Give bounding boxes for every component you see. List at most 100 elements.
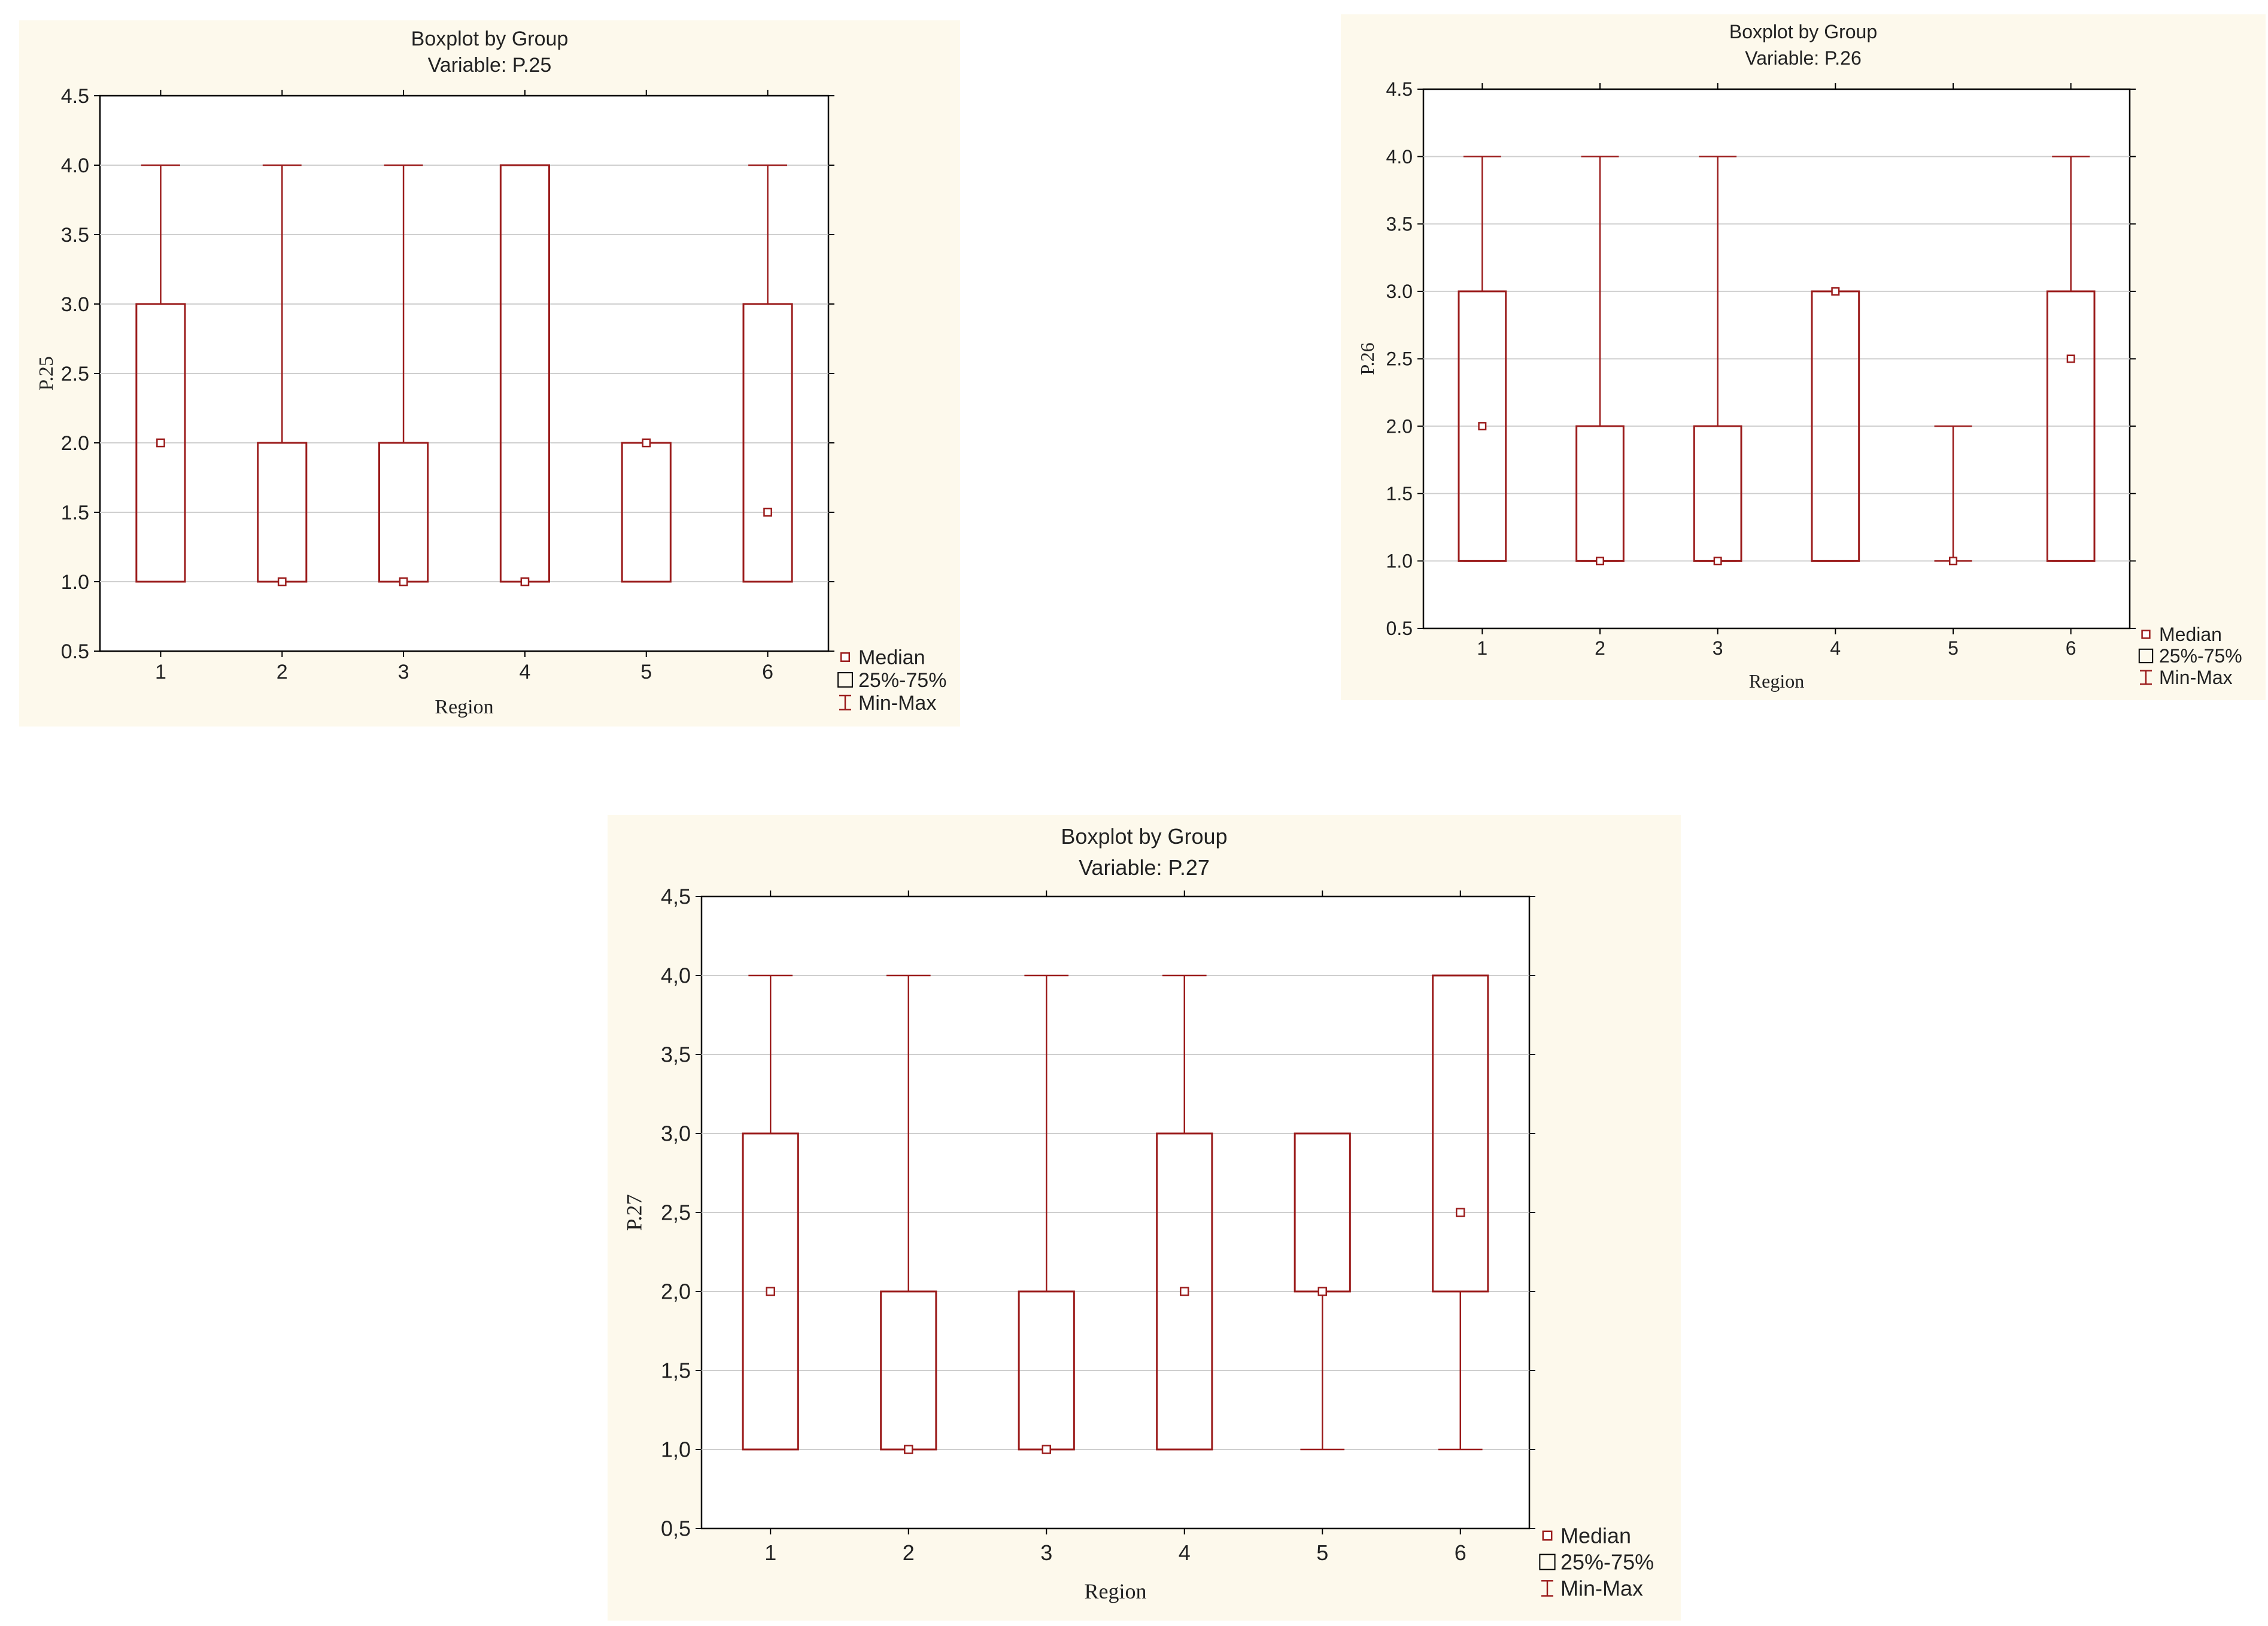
legend-box-symbol <box>2138 648 2154 664</box>
chart-subtitle: Variable: P.26 <box>1745 47 1862 69</box>
median-marker <box>1713 557 1722 566</box>
y-tick-label: 3.0 <box>1386 281 1413 302</box>
box-group-region-2 <box>257 164 308 586</box>
chart-title: Boxplot by Group <box>411 28 569 50</box>
iqr-box <box>742 1132 799 1451</box>
boxplot-panel-p25: Boxplot by Group Variable: P.25 0.5 1.0 1.5 2… <box>19 20 960 727</box>
y-tick-label: 1.0 <box>1386 551 1413 572</box>
box-group-region-3 <box>1693 156 1742 566</box>
median-marker <box>1317 1287 1327 1296</box>
legend-box-label: 25%-75% <box>1560 1550 1654 1575</box>
y-tick-label: 2,0 <box>661 1279 691 1304</box>
y-axis-label: P.27 <box>623 1194 646 1230</box>
median-marker <box>904 1445 913 1454</box>
box-group-region-1 <box>1458 156 1507 562</box>
legend-median-symbol <box>840 652 851 662</box>
boxplot-chart-p26: Boxplot by Group Variable: P.26 0.5 1.0 1.5 2… <box>1356 21 2242 692</box>
x-tick-label: 5 <box>1316 1540 1328 1565</box>
x-tick-label: 5 <box>1948 637 1959 659</box>
box-group-region-6 <box>2046 156 2096 562</box>
iqr-box <box>742 303 793 583</box>
median-marker <box>766 1287 775 1296</box>
box-group-region-6 <box>742 164 793 583</box>
x-tick-label: 3 <box>1713 637 1723 659</box>
x-tick-label: 3 <box>398 661 409 683</box>
y-tick-label: 3.5 <box>61 224 89 247</box>
x-tick-label: 6 <box>2066 637 2076 659</box>
y-tick-label: 2.0 <box>1386 415 1413 437</box>
boxplot-chart-p25: Boxplot by Group Variable: P.25 0.5 1.0 1.5 2… <box>35 28 947 718</box>
boxplot-panel-p27: Boxplot by Group Variable: P.27 0,5 1,0 1,5 2… <box>608 815 1681 1621</box>
y-axis-label: P.26 <box>1356 342 1378 375</box>
x-tick-label: 6 <box>1455 1540 1467 1565</box>
box-group-region-1 <box>135 164 186 583</box>
x-tick-label: 1 <box>1477 637 1487 659</box>
y-tick-label: 2.5 <box>61 363 89 385</box>
x-axis-label: Region <box>1085 1579 1147 1603</box>
y-tick-label: 4.0 <box>1386 146 1413 168</box>
y-tick-label: 4,0 <box>661 964 691 988</box>
box-group-region-2 <box>1575 156 1625 566</box>
median-marker <box>520 577 530 586</box>
x-tick-label: 4 <box>1830 637 1841 659</box>
x-tick-label: 5 <box>640 661 652 683</box>
y-axis-label: P.25 <box>35 356 57 391</box>
box-group-region-5 <box>621 438 672 583</box>
iqr-box <box>1458 290 1507 562</box>
iqr-box <box>1156 1132 1213 1451</box>
box-group-region-6 <box>1432 974 1489 1451</box>
y-tick-label: 3.5 <box>1386 213 1413 235</box>
box-group-region-4 <box>1811 287 1860 562</box>
median-marker <box>1831 287 1840 296</box>
legend-box-symbol <box>837 672 853 688</box>
median-marker <box>2066 354 2075 363</box>
median-marker <box>1180 1287 1189 1296</box>
box-group-region-5 <box>1294 1132 1351 1451</box>
x-tick-label: 6 <box>762 661 773 683</box>
legend-median-symbol <box>2141 630 2151 639</box>
x-axis-label: Region <box>1749 670 1804 692</box>
y-tick-label: 1.5 <box>61 502 89 524</box>
median-marker <box>642 438 651 448</box>
x-tick-label: 3 <box>1040 1540 1052 1565</box>
x-tick-label: 4 <box>519 661 530 683</box>
box-group-region-3 <box>1018 974 1075 1454</box>
chart-subtitle: Variable: P.25 <box>428 54 552 77</box>
median-marker <box>399 577 408 586</box>
legend-box-symbol <box>1539 1554 1556 1570</box>
y-tick-label: 4.5 <box>61 85 89 108</box>
chart-title: Boxplot by Group <box>1061 824 1227 849</box>
legend-median-symbol <box>1542 1530 1553 1541</box>
y-tick-label: 1,0 <box>661 1437 691 1462</box>
legend-median-label: Median <box>1560 1524 1631 1548</box>
y-tick-label: 2.0 <box>61 432 89 455</box>
legend-box-label: 25%-75% <box>858 669 946 692</box>
x-tick-label: 1 <box>764 1540 776 1565</box>
y-tick-label: 1,5 <box>661 1358 691 1383</box>
box-group-region-5 <box>1934 425 1972 566</box>
chart-title: Boxplot by Group <box>1729 21 1877 42</box>
y-tick-label: 1.0 <box>61 571 89 594</box>
boxplot-chart-p27: Boxplot by Group Variable: P.27 0,5 1,0 1,5 2… <box>623 824 1654 1603</box>
x-axis-label: Region <box>435 696 493 718</box>
x-tick-label: 2 <box>1595 637 1605 659</box>
iqr-box <box>135 303 186 583</box>
median-marker <box>1948 557 1958 566</box>
y-tick-label: 4.5 <box>1386 78 1413 100</box>
chart-subtitle: Variable: P.27 <box>1079 855 1210 880</box>
box-group-region-4 <box>1156 974 1213 1451</box>
y-tick-label: 2,5 <box>661 1200 691 1225</box>
box-group-region-2 <box>880 974 937 1454</box>
y-tick-label: 3.0 <box>61 293 89 316</box>
y-tick-label: 0,5 <box>661 1516 691 1541</box>
median-marker <box>1456 1208 1465 1217</box>
boxplot-panel-p26: Boxplot by Group Variable: P.26 0.5 1.0 1.5 2… <box>1341 14 2266 700</box>
y-tick-label: 3,5 <box>661 1043 691 1067</box>
y-tick-label: 1.5 <box>1386 483 1413 504</box>
median-marker <box>1478 422 1487 431</box>
y-tick-label: 4.0 <box>61 154 89 177</box>
median-marker <box>1595 557 1605 566</box>
